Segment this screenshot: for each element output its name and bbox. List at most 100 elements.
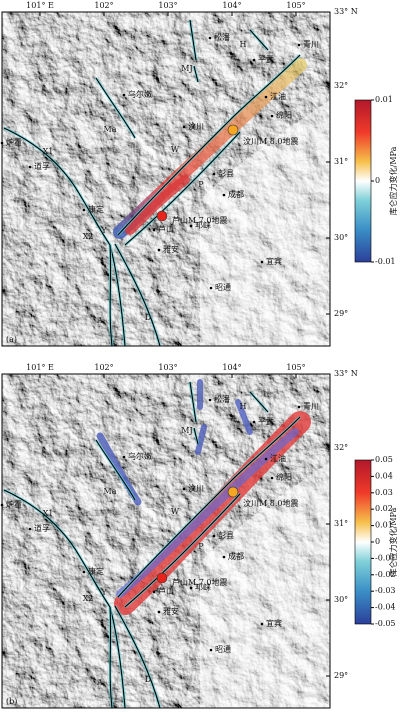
lat-label: 31°	[334, 157, 348, 166]
city-dot	[182, 125, 186, 129]
fault-label: MJ	[181, 426, 192, 435]
colorbar-tick-label: 0.04	[375, 471, 393, 480]
city-label: 宜宾	[266, 618, 282, 628]
fault-label: Y	[100, 226, 107, 235]
event-suffix: 7.0地震	[199, 577, 228, 587]
fault-label: X1	[43, 509, 54, 518]
city-dot	[252, 58, 256, 62]
fault-label: D	[145, 675, 151, 684]
city-dot	[28, 165, 32, 169]
city-dot	[270, 476, 274, 480]
colorbar	[354, 99, 372, 263]
fault-label: Ma	[104, 125, 117, 134]
map-frame	[1, 373, 331, 709]
lon-label: 101° E	[26, 1, 54, 10]
fault-line	[95, 77, 136, 139]
basin	[200, 100, 330, 346]
colorbar	[354, 459, 372, 625]
city-label: 彭县	[218, 530, 234, 540]
city-dot	[182, 487, 186, 491]
city-label: 炉霍	[6, 499, 22, 509]
fault-line	[109, 606, 113, 709]
fault-line	[189, 19, 199, 83]
city-dot	[208, 36, 212, 40]
map-panel: 101° E 102° 103° 104° 105° 33° N 32° 31° 30° 29° 松…	[0, 363, 398, 709]
fault-line	[114, 605, 161, 709]
event-prefix: 芦山M	[172, 215, 196, 225]
lat-label: 30°	[334, 595, 348, 604]
city-dot	[122, 455, 126, 459]
colorbar-title: 库仑应力变化/MPa	[388, 146, 398, 215]
colorbar-tick-label: 0.01	[375, 521, 393, 530]
stress-band	[235, 399, 253, 435]
colorbar-tick-label: 0.01	[375, 95, 393, 104]
city-label: 成都	[228, 189, 244, 199]
city-dot	[82, 570, 86, 574]
event-suffix: 7.0地震	[199, 215, 228, 225]
city-dot	[212, 172, 216, 176]
city-dot	[82, 208, 86, 212]
city-label: 雅安	[163, 244, 179, 254]
stress-band	[125, 175, 190, 235]
colorbar-tick-label: -0.05	[375, 619, 396, 628]
city-dot	[264, 95, 268, 99]
city-label: 雅安	[163, 606, 179, 616]
lat-label: 32°	[334, 81, 348, 90]
event-sub: s	[267, 504, 270, 510]
fault-line	[249, 391, 269, 413]
fault-line	[95, 439, 136, 501]
stress-band	[116, 428, 299, 598]
city-dot	[222, 193, 226, 197]
event-sub: s	[196, 583, 199, 589]
fault-line	[124, 493, 241, 608]
event-sub: s	[267, 142, 270, 148]
city-dot	[208, 398, 212, 402]
fault-line	[189, 381, 199, 445]
fault-label: D	[145, 313, 151, 322]
city-dot	[297, 43, 301, 47]
lat-label: 32°	[334, 443, 348, 452]
city-dot	[209, 286, 213, 290]
fault-label: Y	[100, 588, 107, 597]
stress-band	[195, 379, 207, 455]
city-label: 江油	[270, 91, 286, 101]
city-dot	[189, 224, 193, 228]
event-prefix: 芦山M	[172, 577, 196, 587]
city-label: 芦山	[158, 586, 174, 596]
lat-label: 29°	[334, 309, 348, 318]
fault-line	[117, 54, 301, 236]
city-dot	[222, 555, 226, 559]
colorbar-tick-label: -0.03	[375, 586, 396, 595]
city-label: 汶川	[188, 483, 204, 493]
event-label: 汶川Ms8.0地震	[243, 498, 299, 510]
city-dot	[122, 93, 126, 97]
lon-label: 104°	[222, 1, 241, 10]
fault-label: Ma	[104, 487, 117, 496]
city-label: 青川	[303, 39, 319, 49]
city-dot	[270, 114, 274, 118]
fault-label: P	[198, 542, 204, 551]
fault-label: W	[171, 145, 180, 154]
event-label: 芦山Ms7.0地震	[172, 577, 228, 589]
city-dot	[297, 405, 301, 409]
city-label: 平武	[258, 416, 274, 426]
city-label: 康定	[88, 204, 104, 214]
fault-line	[249, 29, 269, 51]
city-dot	[157, 610, 161, 614]
lon-label: 104°	[222, 363, 241, 372]
city-dot	[264, 457, 268, 461]
colorbar-tick-label: 0.03	[375, 488, 393, 497]
lon-label: 103°	[158, 1, 177, 10]
epicenter	[156, 210, 168, 222]
colorbar-title: 库仑应力变化/MPa	[388, 507, 398, 576]
city-label: 汶川	[188, 121, 204, 131]
lat-label: 33° N	[334, 7, 358, 16]
fault-line	[114, 243, 161, 347]
event-label: 汶川Ms8.0地震	[243, 136, 299, 148]
city-label: 邛崃	[195, 220, 211, 230]
city-label: 邛崃	[195, 582, 211, 592]
city-dot	[212, 534, 216, 538]
city-label: 乌尔嫩	[128, 451, 152, 461]
fault-label: H	[240, 402, 247, 411]
